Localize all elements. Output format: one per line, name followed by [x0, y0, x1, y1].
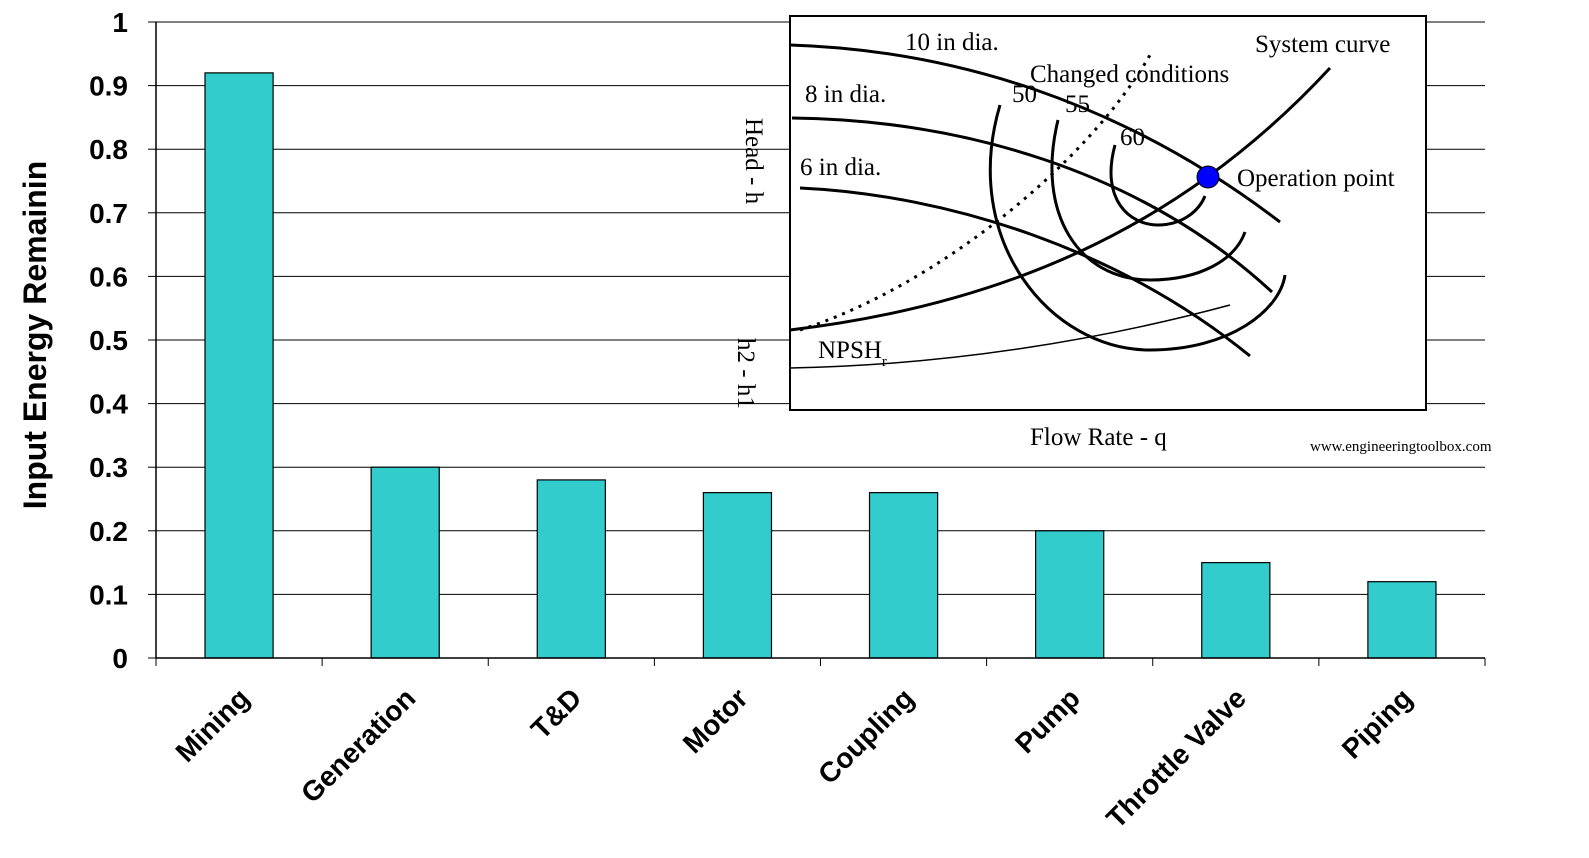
label-eff-60: 60	[1120, 124, 1145, 151]
bar-mining	[204, 72, 274, 659]
axes	[148, 21, 1486, 666]
bar-throttle-valve	[1201, 561, 1271, 659]
y-tick-label: 0.6	[89, 261, 128, 292]
bar-t-d	[536, 479, 606, 659]
category-label: Generation	[295, 682, 421, 808]
y-tick-label: 0.8	[89, 134, 128, 165]
y-axis-title: Input Energy Remainin	[17, 161, 53, 509]
efficiency-55-arc	[1050, 119, 1247, 282]
efficiency-50-arc	[988, 104, 1287, 352]
inset-frame	[789, 15, 1427, 411]
category-label: T&D	[525, 682, 588, 745]
y-tick-label: 0.7	[89, 198, 128, 229]
efficiency-60-arc	[1109, 144, 1207, 227]
bar-coupling	[868, 492, 939, 659]
label-10-in-dia: 10 in dia.	[905, 29, 999, 56]
label-6-in-dia: 6 in dia.	[800, 154, 881, 181]
y-tick-label: 0.3	[89, 452, 128, 483]
y-tick-label: 0.5	[89, 325, 128, 356]
label-h2-h1: h2 - h1	[732, 338, 759, 409]
category-labels: Mining Generation T&D Motor Coupling Pump Thro…	[170, 682, 1419, 834]
y-tick-label: 0.2	[89, 516, 128, 547]
category-label: Pump	[1009, 682, 1086, 759]
label-changed-conditions: Changed conditions	[1030, 61, 1229, 88]
label-eff-55: 55	[1065, 91, 1090, 118]
npsh-curve	[789, 304, 1231, 369]
category-label: Throttle Valve	[1100, 682, 1252, 834]
label-npsh: NPSHr	[818, 337, 887, 370]
label-operation-point: Operation point	[1237, 165, 1395, 192]
pump-curve-inset: 10 in dia. 8 in dia. 6 in dia. System cu…	[732, 15, 1492, 455]
bar-generation	[370, 466, 440, 659]
bar-piping	[1367, 581, 1437, 659]
curve-6-in	[799, 186, 1251, 358]
label-8-in-dia: 8 in dia.	[805, 81, 886, 108]
y-tick-label: 0	[112, 643, 128, 674]
label-source-url: www.engineeringtoolbox.com	[1310, 439, 1492, 455]
category-label: Mining	[170, 682, 256, 768]
bar-motor	[702, 492, 773, 659]
bar-pump	[1035, 530, 1105, 659]
category-label: Coupling	[812, 682, 920, 790]
system-curve	[789, 66, 1332, 332]
label-flow-rate: Flow Rate - q	[1030, 424, 1167, 451]
category-label: Piping	[1336, 682, 1418, 764]
label-system-curve: System curve	[1255, 31, 1390, 58]
curve-8-in	[791, 116, 1274, 294]
label-head-axis: Head - h	[740, 118, 767, 205]
y-tick-label: 0.9	[89, 71, 128, 102]
y-tick-label: 0.1	[89, 579, 128, 610]
changed-conditions-curve	[799, 54, 1152, 332]
y-tick-label: 1	[112, 7, 128, 38]
label-eff-50: 50	[1012, 81, 1037, 108]
operation-point-marker	[1196, 165, 1220, 189]
category-label: Motor	[677, 682, 754, 759]
y-tick-label: 0.4	[89, 389, 128, 420]
y-tick-labels: 0 0.1 0.2 0.3 0.4 0.5 0.6 0.7 0.8 0.9 1	[89, 7, 128, 674]
